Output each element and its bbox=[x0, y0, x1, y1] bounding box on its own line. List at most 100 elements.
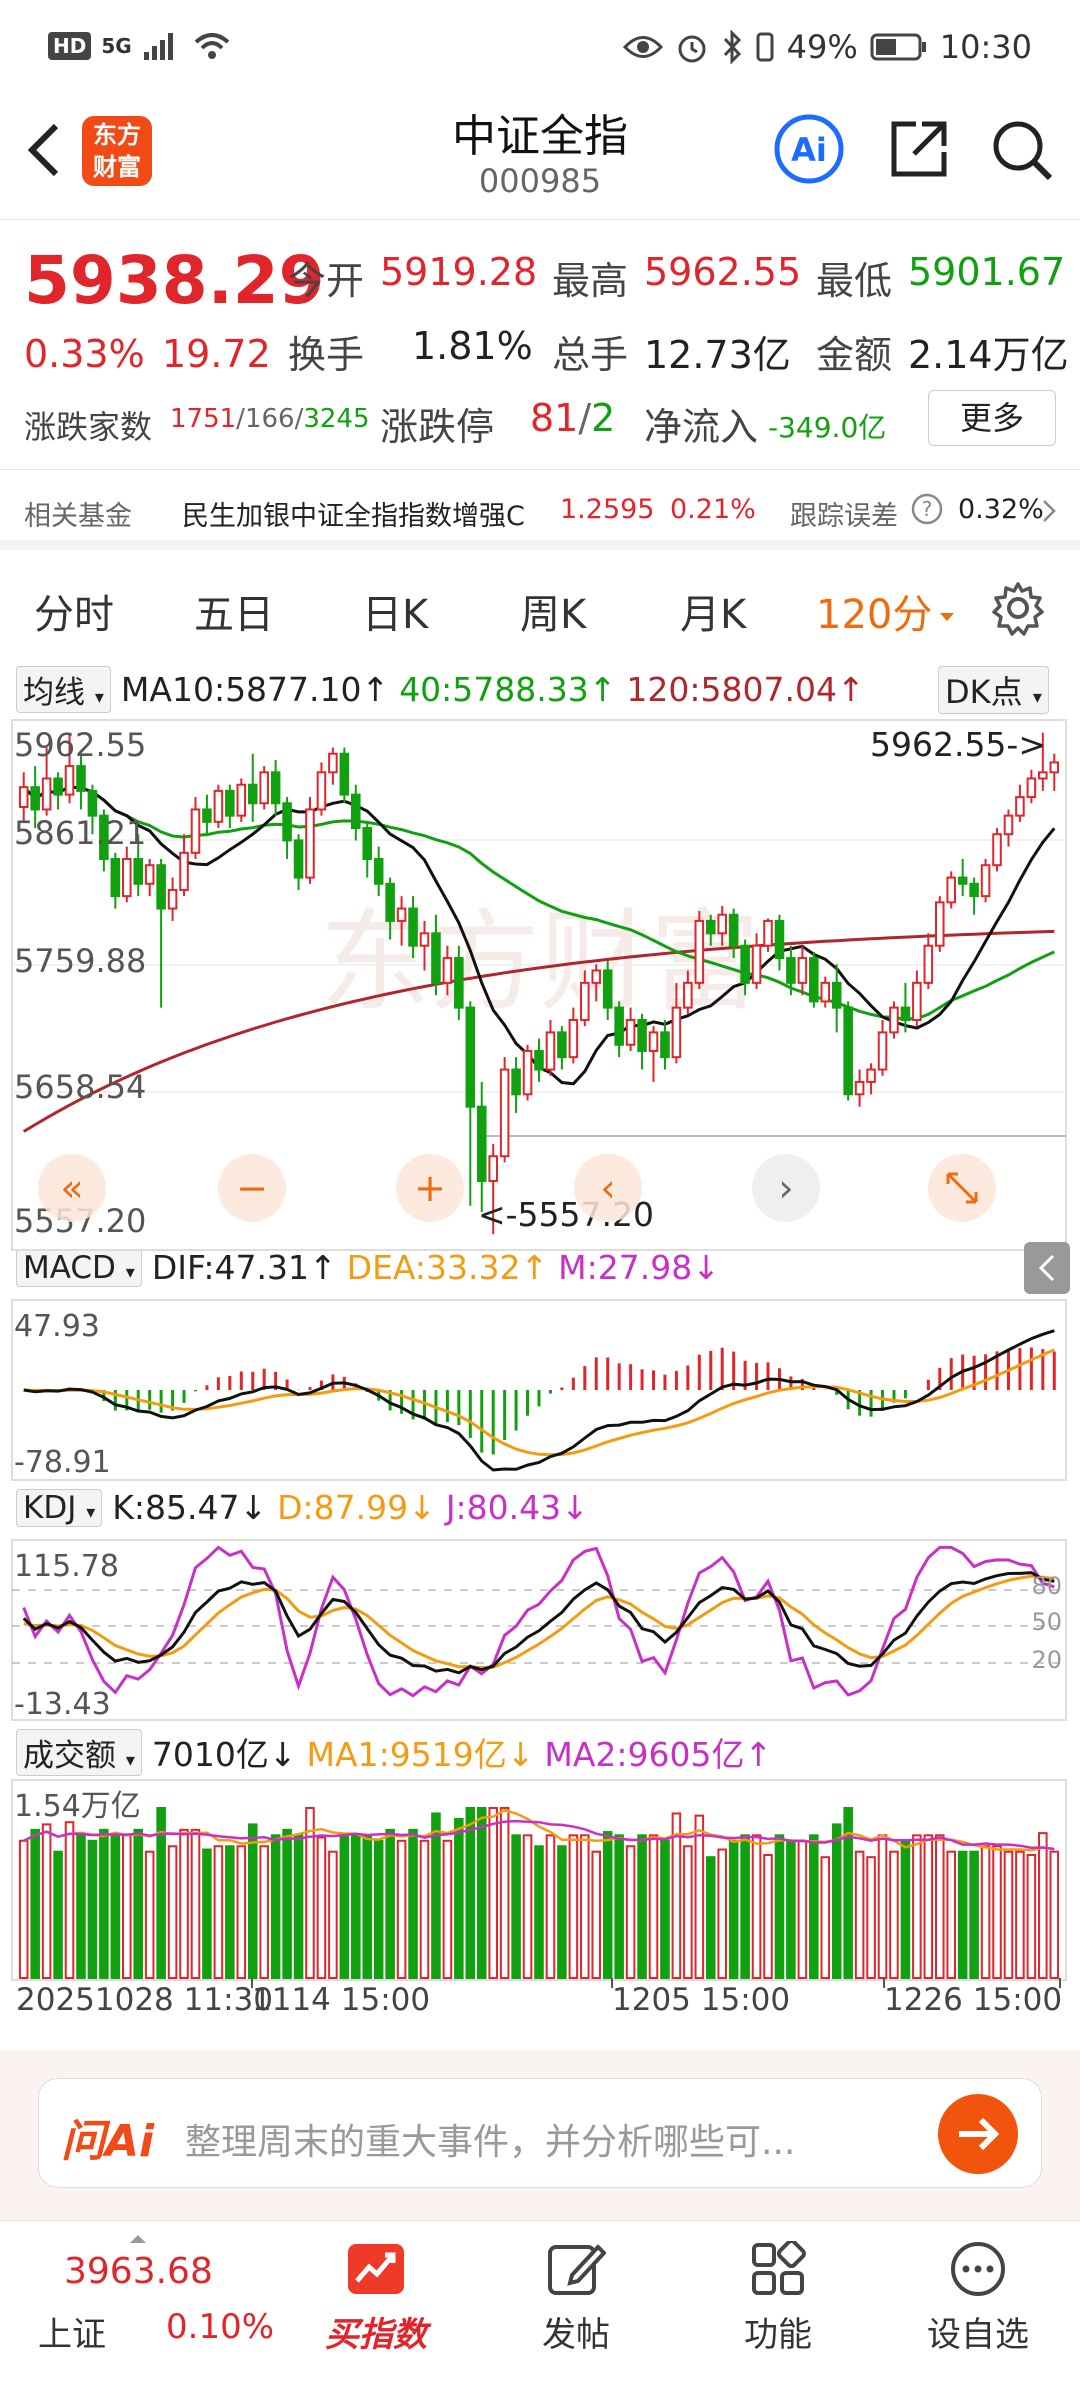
ai-prompt-placeholder[interactable]: 整理周末的重大事件，并分析哪些可... bbox=[185, 2122, 796, 2163]
volume-bar bbox=[557, 1845, 567, 1979]
candle-body bbox=[488, 1155, 498, 1182]
ma120-value: 120:5807.04↑ bbox=[626, 670, 865, 709]
zoom-out-button[interactable] bbox=[218, 1154, 286, 1222]
volume-bar bbox=[694, 1814, 705, 1980]
macd-selector[interactable]: MACD ▾ bbox=[16, 1248, 142, 1287]
side-panel-toggle[interactable] bbox=[1024, 1242, 1070, 1294]
candle-body bbox=[992, 833, 1002, 867]
candle-body bbox=[614, 1006, 624, 1046]
volume-bar bbox=[305, 1807, 315, 1979]
fund-name[interactable]: 民生加银中证全指指数增强C bbox=[182, 501, 525, 532]
chevron-left-icon: ‹ bbox=[600, 1166, 615, 1210]
search-icon[interactable] bbox=[988, 116, 1056, 184]
kdj-selector[interactable]: KDJ ▾ bbox=[16, 1488, 103, 1527]
chevron-right-icon[interactable] bbox=[1040, 498, 1058, 524]
candle-body bbox=[419, 932, 430, 947]
high-label: 最高 bbox=[552, 259, 629, 303]
send-arrow-icon[interactable] bbox=[935, 2091, 1021, 2177]
candle-body bbox=[442, 957, 453, 984]
volume-text: 7010亿 bbox=[151, 1735, 269, 1774]
tab-five-day[interactable]: 五日 bbox=[194, 592, 274, 638]
nav-post[interactable]: 发帖 bbox=[496, 2241, 656, 2356]
nav-add-watchlist[interactable]: 设自选 bbox=[898, 2241, 1058, 2356]
tab-weekly-k[interactable]: 周K bbox=[520, 592, 587, 638]
volume-bar bbox=[786, 1839, 796, 1980]
tab-daily-k[interactable]: 日K bbox=[362, 592, 429, 638]
settings-gear-icon[interactable] bbox=[990, 580, 1046, 636]
candle-body bbox=[396, 907, 407, 922]
step-left-button[interactable] bbox=[574, 1154, 642, 1222]
candle-body bbox=[76, 765, 86, 792]
share-icon[interactable] bbox=[886, 116, 952, 182]
volume-bar bbox=[946, 1850, 956, 1979]
volume-bar bbox=[923, 1834, 934, 1979]
macd-legend: MACD ▾ DIF:47.31↑ DEA:33.32↑ M:27.98↓ bbox=[16, 1248, 720, 1287]
volume-bar bbox=[122, 1834, 132, 1979]
up-count: 1751 bbox=[170, 404, 237, 434]
candle-body bbox=[270, 771, 281, 805]
price-panel-frame bbox=[11, 719, 1067, 1251]
caret-down-icon bbox=[940, 613, 955, 621]
tab-intraday[interactable]: 分时 bbox=[34, 592, 114, 638]
kdj-level-20: 20 bbox=[1031, 1646, 1062, 1674]
related-fund-row[interactable]: 相关基金 民生加银中证全指指数增强C 1.2595 0.21% 跟踪误差 ? 0… bbox=[0, 470, 1080, 550]
candle-body bbox=[431, 932, 441, 984]
candle-body bbox=[854, 1080, 865, 1096]
dk-point-button[interactable]: DK点 ▾ bbox=[938, 666, 1049, 714]
volume-bar bbox=[362, 1834, 373, 1979]
nav-buy-index[interactable]: 买指数 bbox=[296, 2241, 456, 2356]
status-bar: HD 5G 49% 10:30 bbox=[0, 0, 1080, 90]
candle-body bbox=[259, 771, 269, 805]
index-name[interactable]: 上证 bbox=[38, 2315, 106, 2355]
zoom-in-button[interactable] bbox=[396, 1154, 464, 1222]
tab-120min[interactable]: 120分 bbox=[816, 582, 956, 640]
ai-input-box[interactable]: 问Ai 整理周末的重大事件，并分析哪些可... bbox=[38, 2078, 1042, 2188]
candle-body bbox=[843, 1006, 853, 1096]
d-value: D:87.99↓ bbox=[277, 1488, 436, 1527]
scroll-fast-left-button[interactable] bbox=[38, 1154, 106, 1222]
back-arrow-icon[interactable] bbox=[22, 120, 66, 180]
index-value[interactable]: 3963.68 bbox=[64, 2251, 213, 2292]
more-button[interactable]: 更多 bbox=[928, 390, 1056, 446]
bluetooth-icon bbox=[723, 30, 741, 64]
volume-bar bbox=[282, 1828, 292, 1980]
volume-selector[interactable]: 成交额 ▾ bbox=[16, 1728, 142, 1776]
kline-svg[interactable]: 东方财富 5962.55 5861.21 5759.88 5658.54 555… bbox=[0, 660, 1080, 2030]
fund-change: 0.21% bbox=[670, 494, 756, 525]
limit-up-count: 81 bbox=[530, 396, 579, 440]
kline-chart-area[interactable]: 均线 ▾ MA10:5877.10↑ 40:5788.33↑ 120:5807.… bbox=[0, 660, 1080, 2030]
volume-bar bbox=[213, 1845, 224, 1979]
candle-body bbox=[18, 786, 29, 808]
svg-text:?: ? bbox=[922, 497, 933, 521]
candle-body bbox=[1049, 761, 1060, 774]
candle-body bbox=[946, 876, 956, 904]
more-dots-icon bbox=[951, 2242, 1005, 2296]
ai-icon[interactable]: Ai bbox=[772, 112, 846, 186]
battery-icon bbox=[870, 33, 926, 61]
candle-body bbox=[316, 771, 327, 811]
candle-body bbox=[305, 808, 315, 879]
volume-bar bbox=[797, 1839, 808, 1980]
tab-monthly-k[interactable]: 月K bbox=[680, 592, 747, 638]
nav-functions[interactable]: 功能 bbox=[698, 2241, 858, 2356]
ma-selector[interactable]: 均线 ▾ bbox=[16, 666, 111, 713]
macd-selector-label: MACD bbox=[23, 1249, 116, 1286]
volume-bar bbox=[442, 1839, 453, 1980]
battery-percent: 49% bbox=[786, 28, 858, 66]
volume-bar bbox=[1049, 1850, 1060, 1979]
candle-body bbox=[980, 864, 991, 898]
step-right-button[interactable] bbox=[752, 1154, 820, 1222]
volume-bar bbox=[889, 1850, 899, 1979]
netflow-label: 净流入 bbox=[644, 405, 759, 449]
help-icon[interactable]: ? bbox=[910, 492, 944, 526]
volume-bar bbox=[396, 1839, 407, 1980]
candle-body bbox=[64, 765, 75, 796]
app-logo: 东方财富 bbox=[82, 116, 152, 186]
candle-body bbox=[476, 1105, 487, 1182]
amount-value: 2.14万亿 bbox=[908, 333, 1069, 377]
volume-bar bbox=[717, 1848, 727, 1979]
volume-bar bbox=[247, 1823, 258, 1979]
candle-body bbox=[179, 851, 189, 891]
volume-bar bbox=[648, 1834, 659, 1979]
ma10-text: MA10:5877.10 bbox=[120, 670, 362, 709]
